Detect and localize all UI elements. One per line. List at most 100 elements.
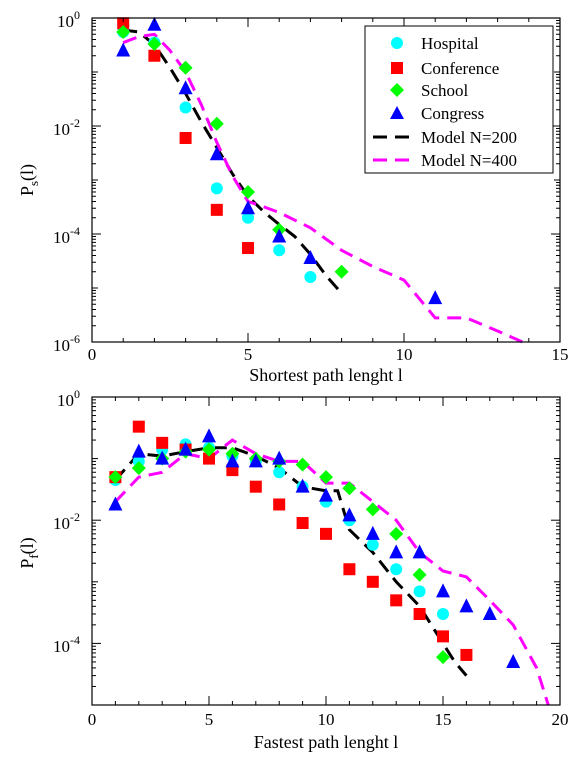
bottom-point-conference	[156, 436, 169, 449]
top-ytick-base-0: 10	[57, 12, 74, 31]
top-ylabel-sub: s	[26, 181, 41, 186]
bottom-point-congress	[365, 525, 380, 540]
top-y-axis-title: Ps(l)	[17, 164, 41, 196]
bottom-point-school	[389, 526, 404, 541]
top-ytick-base-1: 10	[53, 120, 70, 139]
bottom-point-congress	[482, 606, 497, 621]
bottom-xtick-label-2: 10	[318, 710, 335, 729]
bottom-ylabel-sub: f	[26, 554, 41, 559]
legend-label-congress: Congress	[421, 104, 484, 123]
legend: Hospital Conference School Congress Mode…	[364, 25, 554, 174]
top-ytick-label-3: 10-6	[53, 332, 80, 355]
top-point-hospital	[304, 270, 317, 283]
bottom-point-congress	[108, 496, 123, 511]
top-point-conference	[179, 131, 192, 144]
bottom-ytick-label-1: 10-2	[53, 510, 80, 533]
legend-marker-hospital	[391, 37, 403, 49]
bottom-point-congress	[412, 544, 427, 559]
top-point-congress	[272, 228, 287, 243]
top-ytick-base-3: 10	[53, 336, 70, 355]
bottom-point-conference	[249, 480, 262, 493]
bottom-point-congress	[459, 598, 474, 613]
top-point-congress	[178, 80, 193, 95]
bottom-xtick-label-1: 5	[205, 710, 214, 729]
bottom-point-conference	[320, 527, 332, 540]
bottom-xtick-label-0: 0	[88, 710, 97, 729]
bottom-point-congress	[389, 544, 404, 559]
bottom-point-congress	[272, 450, 287, 465]
bottom-ytick-base-1: 10	[53, 514, 70, 533]
top-ytick-label-2: 10-4	[53, 224, 80, 247]
bottom-point-school	[319, 470, 333, 485]
top-xtick-label-0: 0	[88, 345, 97, 364]
top-ticks-layer	[91, 18, 561, 343]
bottom-series-line-model-n-200	[114, 446, 468, 677]
bottom-point-conference	[273, 498, 286, 511]
bottom-ytick-label-0: 100	[57, 387, 80, 410]
bottom-point-conference	[390, 594, 403, 607]
svg-text:Ps(l): Ps(l)	[17, 164, 41, 196]
top-point-school	[147, 37, 162, 52]
bottom-point-hospital	[437, 608, 449, 621]
top-ytick-exp-1: -2	[70, 116, 80, 130]
bottom-point-congress	[295, 478, 310, 493]
bottom-point-hospital	[273, 466, 286, 479]
bottom-ytick-exp-1: -2	[70, 510, 80, 524]
bottom-point-conference	[203, 452, 215, 465]
bottom-point-congress	[178, 441, 193, 456]
legend-marker-school	[390, 83, 404, 97]
bottom-x-axis-title: Fastest path lenght l	[254, 732, 398, 752]
top-ytick-exp-2: -4	[70, 224, 80, 238]
bottom-point-conference	[413, 608, 426, 621]
bottom-point-school	[295, 457, 310, 472]
top-point-hospital	[210, 182, 223, 195]
legend-box	[364, 25, 554, 174]
bottom-ytick-exp-0: 0	[74, 387, 80, 401]
top-point-conference	[117, 17, 130, 30]
top-ytick-exp-0: 0	[74, 8, 80, 22]
bottom-point-conference	[343, 563, 356, 576]
bottom-ytick-label-2: 10-4	[53, 633, 80, 656]
bottom-point-congress	[202, 428, 216, 443]
bottom-point-congress	[131, 443, 146, 458]
bottom-xtick-label-3: 15	[435, 710, 452, 729]
top-xtick-label-1: 5	[244, 345, 253, 364]
bottom-point-school	[436, 650, 450, 665]
bottom-series-line-model-n-400	[114, 438, 550, 706]
top-point-congress	[303, 249, 318, 264]
bottom-chart: Pf(l) Fastest path lenght l 100 10-2 10-…	[17, 387, 569, 752]
top-point-congress	[209, 146, 224, 161]
top-ylabel-main: P	[17, 186, 37, 196]
bottom-ticks-layer	[91, 397, 561, 706]
top-point-congress	[428, 290, 443, 305]
legend-label-model-400: Model N=400	[421, 151, 517, 170]
bottom-ytick-base-2: 10	[53, 637, 70, 656]
bottom-point-conference	[437, 630, 449, 643]
bottom-xtick-label-4: 20	[552, 710, 569, 729]
bottom-point-school	[131, 461, 146, 476]
legend-label-school: School	[421, 81, 469, 100]
bottom-point-hospital	[413, 585, 426, 598]
top-xtick-label-3: 15	[552, 345, 569, 364]
top-point-school	[209, 116, 224, 131]
top-ylabel-suffix: (l)	[17, 164, 38, 181]
bottom-point-school	[412, 567, 427, 582]
top-point-school	[116, 25, 131, 40]
top-chart: Ps(l) Shortest path lenght l 100 10-2 10…	[17, 8, 569, 385]
bottom-point-school	[342, 481, 357, 496]
bottom-marks-layer	[108, 420, 550, 706]
top-point-congress	[147, 16, 162, 31]
bottom-point-congress	[436, 583, 450, 598]
bottom-point-hospital	[366, 538, 379, 551]
top-point-school	[334, 264, 349, 279]
legend-marker-conference	[391, 62, 403, 74]
bottom-point-conference	[366, 575, 379, 588]
legend-label-hospital: Hospital	[421, 34, 479, 53]
legend-label-model-200: Model N=200	[421, 128, 517, 147]
bottom-point-school	[365, 502, 380, 517]
top-point-hospital	[179, 101, 192, 114]
bottom-point-conference	[132, 420, 145, 433]
top-x-axis-title: Shortest path lenght l	[249, 365, 402, 385]
bottom-point-conference	[296, 517, 309, 530]
